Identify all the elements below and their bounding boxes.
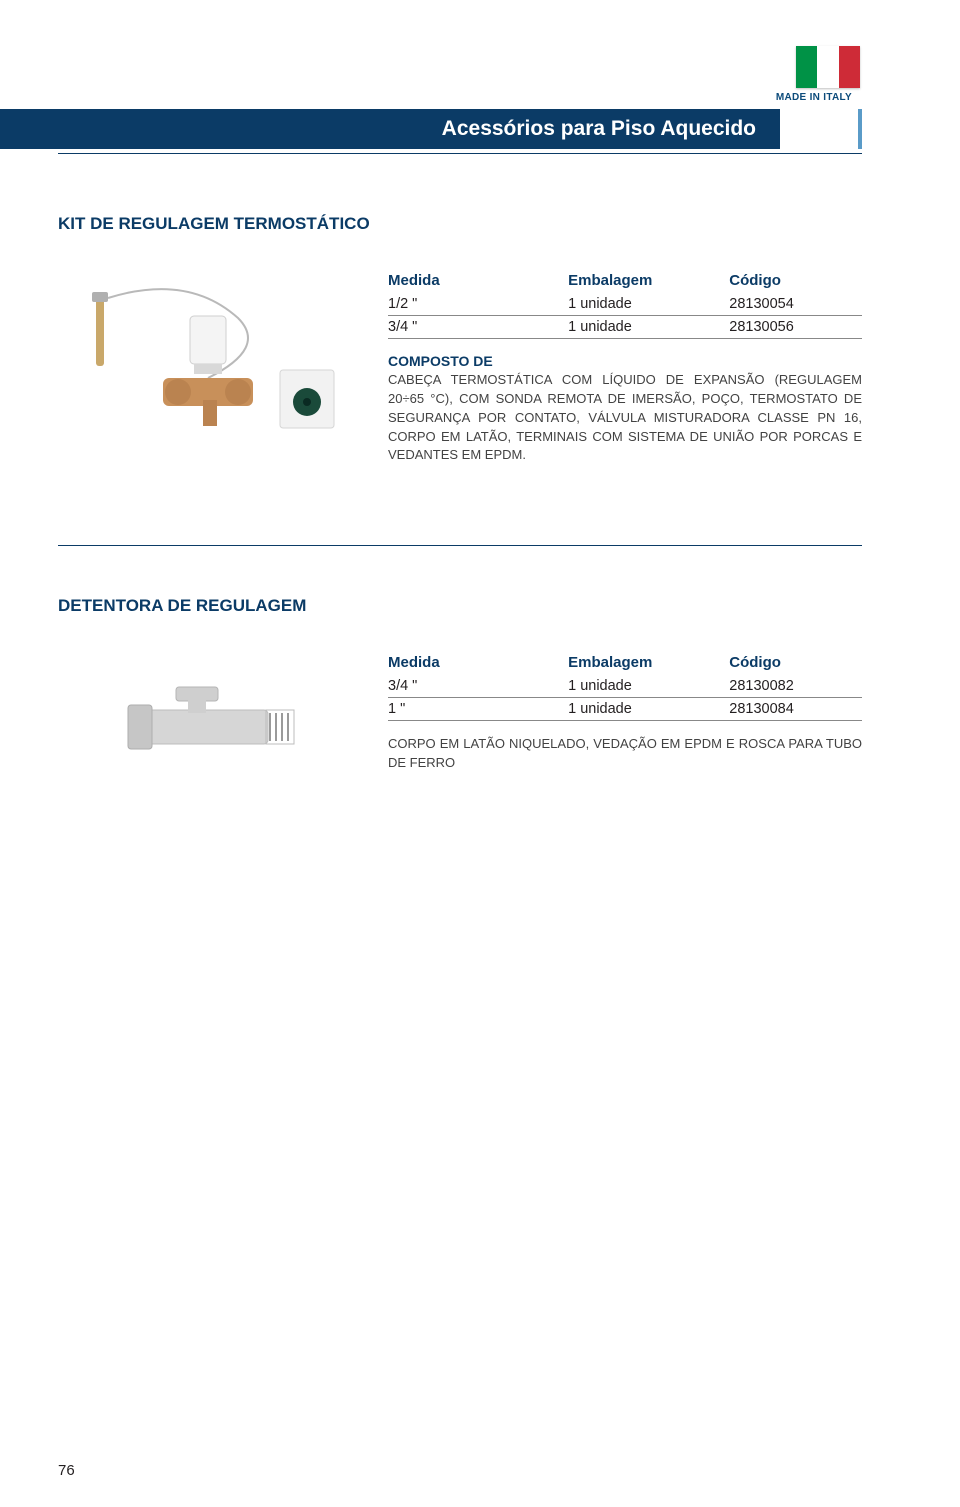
cell-embalagem: 1 unidade xyxy=(568,316,729,339)
italy-flag xyxy=(0,46,960,88)
flag-stripe-green xyxy=(796,46,817,88)
col-medida: Medida xyxy=(388,268,568,293)
cell-embalagem: 1 unidade xyxy=(568,698,729,721)
cell-embalagem: 1 unidade xyxy=(568,675,729,698)
flag-stripe-white xyxy=(817,46,838,88)
cell-embalagem: 1 unidade xyxy=(568,293,729,316)
page-header-bar: Acessórios para Piso Aquecido xyxy=(0,109,960,149)
cell-codigo: 28130082 xyxy=(729,675,862,698)
product-image-kit xyxy=(58,268,358,465)
cell-medida: 3/4 " xyxy=(388,316,568,339)
table-row: 3/4 " 1 unidade 28130056 xyxy=(388,316,862,339)
table-row: 1/2 " 1 unidade 28130054 xyxy=(388,293,862,316)
desc-text: CORPO EM LATÃO NIQUELADO, VEDAÇÃO EM EPD… xyxy=(388,735,862,773)
header-accent xyxy=(858,109,862,149)
section-title: DETENTORA DE REGULAGEM xyxy=(58,596,862,616)
col-codigo: Código xyxy=(729,650,862,675)
flag-stripe-red xyxy=(839,46,860,88)
col-medida: Medida xyxy=(388,650,568,675)
desc-heading: COMPOSTO DE xyxy=(388,353,862,369)
detentora-illustration xyxy=(98,665,318,775)
col-codigo: Código xyxy=(729,268,862,293)
cell-codigo: 28130054 xyxy=(729,293,862,316)
table-row: 3/4 " 1 unidade 28130082 xyxy=(388,675,862,698)
desc-text: CABEÇA TERMOSTÁTICA COM LÍQUIDO DE EXPAN… xyxy=(388,371,862,465)
cell-medida: 1 " xyxy=(388,698,568,721)
section-detentora: DETENTORA DE REGULAGEM xyxy=(58,596,862,780)
cell-medida: 1/2 " xyxy=(388,293,568,316)
section-divider xyxy=(58,545,862,546)
cell-codigo: 28130056 xyxy=(729,316,862,339)
page-title: Acessórios para Piso Aquecido xyxy=(442,117,756,141)
made-in-label: MADE IN ITALY xyxy=(0,92,960,103)
page-number: 76 xyxy=(58,1462,75,1479)
table-row: 1 " 1 unidade 28130084 xyxy=(388,698,862,721)
col-embalagem: Embalagem xyxy=(568,650,729,675)
col-embalagem: Embalagem xyxy=(568,268,729,293)
product-image-detentora xyxy=(58,650,358,780)
cell-medida: 3/4 " xyxy=(388,675,568,698)
cell-codigo: 28130084 xyxy=(729,698,862,721)
section-title: KIT DE REGULAGEM TERMOSTÁTICO xyxy=(58,214,862,234)
section-kit-regulagem: KIT DE REGULAGEM TERMOSTÁTICO xyxy=(58,214,862,465)
spec-table-kit: Medida Embalagem Código 1/2 " 1 unidade … xyxy=(388,268,862,339)
spec-table-detentora: Medida Embalagem Código 3/4 " 1 unidade … xyxy=(388,650,862,721)
kit-illustration xyxy=(68,278,348,458)
